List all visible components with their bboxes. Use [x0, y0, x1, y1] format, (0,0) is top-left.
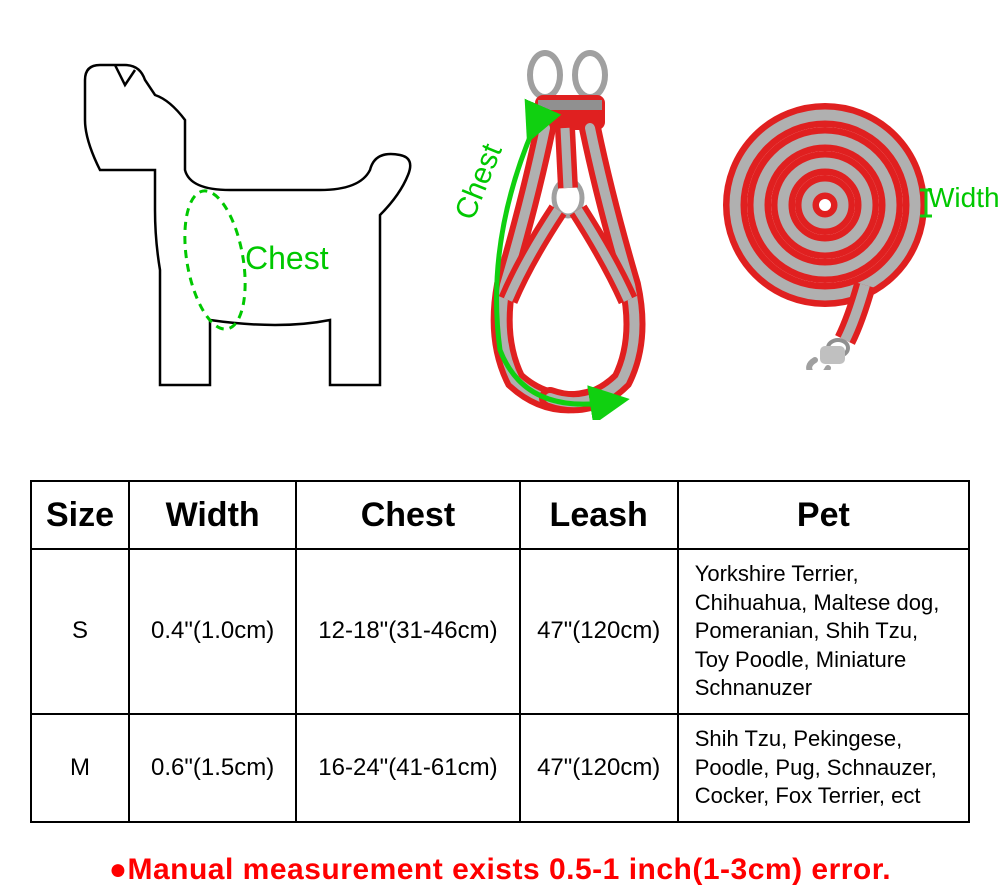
cell-leash: 47"(120cm) — [520, 714, 678, 822]
header-leash: Leash — [520, 481, 678, 549]
cell-width: 0.6"(1.5cm) — [129, 714, 296, 822]
leash-svg — [710, 90, 980, 370]
harness-svg — [430, 40, 710, 420]
table-header-row: Size Width Chest Leash Pet — [31, 481, 969, 549]
cell-leash: 47"(120cm) — [520, 549, 678, 714]
dog-outline-diagram: Chest — [30, 40, 430, 420]
cell-pet: Yorkshire Terrier, Chihuahua, Maltese do… — [678, 549, 969, 714]
harness-product-image: Chest — [430, 40, 710, 420]
header-pet: Pet — [678, 481, 969, 549]
measurement-disclaimer: ●Manual measurement exists 0.5-1 inch(1-… — [30, 853, 970, 887]
cell-pet: Shih Tzu, Pekingese, Poodle, Pug, Schnau… — [678, 714, 969, 822]
chest-label-dog: Chest — [245, 240, 329, 277]
width-label-leash: Width — [928, 182, 1000, 214]
header-chest: Chest — [296, 481, 519, 549]
cell-size: S — [31, 549, 129, 714]
cell-width: 0.4"(1.0cm) — [129, 549, 296, 714]
dog-outline-svg — [30, 40, 430, 420]
header-width: Width — [129, 481, 296, 549]
table-row: S 0.4"(1.0cm) 12-18"(31-46cm) 47"(120cm)… — [31, 549, 969, 714]
top-product-section: Chest — [30, 20, 970, 440]
size-chart-table: Size Width Chest Leash Pet S 0.4"(1.0cm)… — [30, 480, 970, 823]
table-row: M 0.6"(1.5cm) 16-24"(41-61cm) 47"(120cm)… — [31, 714, 969, 822]
header-size: Size — [31, 481, 129, 549]
leash-product-image: Width — [710, 90, 980, 370]
cell-size: M — [31, 714, 129, 822]
cell-chest: 16-24"(41-61cm) — [296, 714, 519, 822]
cell-chest: 12-18"(31-46cm) — [296, 549, 519, 714]
